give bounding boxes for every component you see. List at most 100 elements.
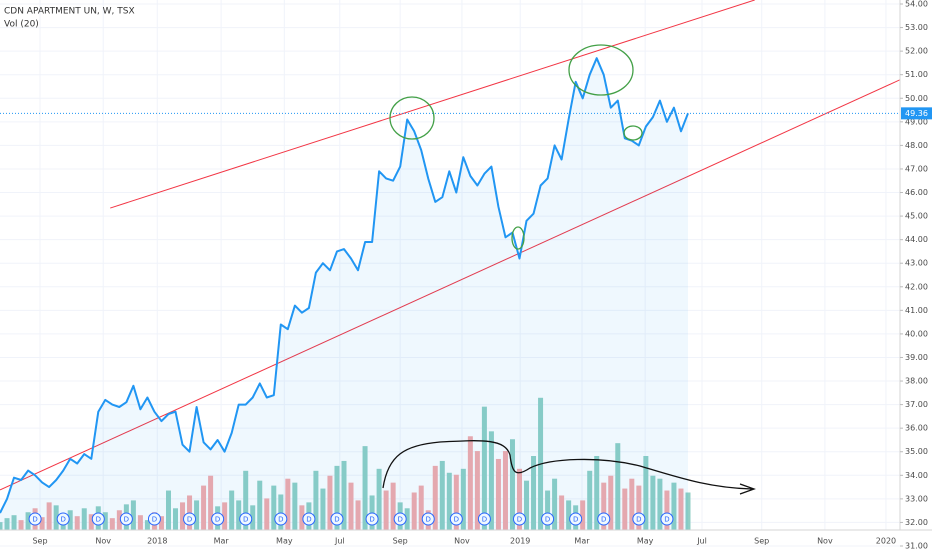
grid <box>0 0 900 547</box>
volume-bar <box>404 508 410 530</box>
dividend-label: D <box>545 516 550 524</box>
x-tick-label: 2020 <box>876 537 896 546</box>
y-tick-label: 51.00 <box>905 70 928 79</box>
volume-bar <box>208 475 214 530</box>
volume-bar <box>460 468 466 530</box>
dividend-marker <box>660 512 674 526</box>
dividend-label: D <box>278 516 283 524</box>
volume-bar <box>81 508 87 530</box>
y-tick-label: 42.00 <box>905 282 928 291</box>
volume-bar <box>664 490 670 530</box>
volume-bar <box>250 505 256 530</box>
y-tick-label: 54.00 <box>905 0 928 9</box>
volume-bar <box>165 490 171 530</box>
volume-bar <box>467 436 473 530</box>
volume-bar <box>74 516 80 530</box>
y-tick-label: 50.00 <box>905 94 928 103</box>
volume-bar <box>334 465 340 530</box>
volume-bar <box>488 431 494 530</box>
volume-bar <box>615 443 621 530</box>
dividend-marker <box>183 512 197 526</box>
dividend-label: D <box>60 516 65 524</box>
volume-bar <box>643 456 649 530</box>
y-tick-label: 44.00 <box>905 235 928 244</box>
x-tick-label: 2018 <box>147 537 167 546</box>
dividend-marker <box>632 512 646 526</box>
dividend-label: D <box>454 516 459 524</box>
dividend-marker <box>597 512 611 526</box>
dividend-marker <box>302 512 316 526</box>
dividend-marker <box>56 512 70 526</box>
dividend-marker <box>211 512 225 526</box>
dividend-marker <box>330 512 344 526</box>
hand-curve <box>382 440 753 490</box>
dividend-label: D <box>369 516 374 524</box>
volume-bar <box>158 516 164 530</box>
volume-bar <box>502 451 508 530</box>
dividend-label: D <box>601 516 606 524</box>
y-tick-label: 35.00 <box>905 447 928 456</box>
y-tick-label: 39.00 <box>905 353 928 362</box>
dividend-marker <box>28 512 42 526</box>
volume-bar <box>376 468 382 530</box>
volume-bar <box>201 485 207 530</box>
dividend-marker <box>119 512 133 526</box>
dividend-label: D <box>215 516 220 524</box>
volume-bar <box>88 514 94 530</box>
x-tick-label: Sep <box>32 537 47 546</box>
volume-bar <box>657 478 663 530</box>
volume-bar <box>116 510 122 530</box>
volume-bar <box>432 465 438 530</box>
volume-bar <box>608 475 614 530</box>
y-tick-label: 49.00 <box>905 117 928 126</box>
volume-bar <box>109 518 115 530</box>
volume-bar <box>678 488 684 530</box>
volume-bar <box>629 478 635 530</box>
y-tick-label: 40.00 <box>905 329 928 338</box>
volume-bar <box>180 502 186 530</box>
x-tick-label: May <box>276 537 293 546</box>
volume-bar <box>11 515 17 530</box>
x-tick-label: May <box>637 537 654 546</box>
dividend-label: D <box>187 516 192 524</box>
volume-bar <box>355 500 361 530</box>
volume-bar <box>439 460 445 530</box>
dividend-label: D <box>426 516 431 524</box>
y-tick-label: 38.00 <box>905 377 928 386</box>
volume-bar <box>46 502 52 530</box>
volume-bar <box>594 456 600 530</box>
y-tick-label: 31.00 <box>905 541 928 550</box>
volume-bar <box>313 470 319 530</box>
dividend-marker <box>421 512 435 526</box>
dividend-marker <box>91 512 105 526</box>
volume-bar <box>264 498 270 530</box>
volume-bar <box>39 517 45 530</box>
dividend-marker <box>513 512 527 526</box>
volume-bar <box>383 490 389 530</box>
volume-bar <box>292 482 298 530</box>
volume-bar <box>446 472 452 530</box>
volume-bar <box>67 510 73 530</box>
price-line <box>0 57 689 514</box>
x-tick-label: Jul <box>696 537 707 546</box>
arrow-head <box>739 483 756 495</box>
area <box>0 58 688 530</box>
dividend-label: D <box>334 516 339 524</box>
x-tick-label: 2019 <box>510 537 530 546</box>
volume-bar <box>453 474 459 530</box>
volume-bar <box>622 488 628 530</box>
volume-bar <box>278 494 284 530</box>
dividend-label: D <box>124 516 129 524</box>
dividend-marker <box>365 512 379 526</box>
trend-line <box>0 79 900 491</box>
volume-bar <box>173 508 179 530</box>
last-price-box <box>901 107 932 120</box>
volume-bar <box>327 475 333 530</box>
volume-bar <box>671 482 677 530</box>
y-tick-label: 41.00 <box>905 306 928 315</box>
dividend-label: D <box>664 516 669 524</box>
trend-line <box>110 0 755 209</box>
dividend-marker <box>274 512 288 526</box>
y-tick-label: 32.00 <box>905 518 928 527</box>
volume-bar <box>4 518 10 530</box>
